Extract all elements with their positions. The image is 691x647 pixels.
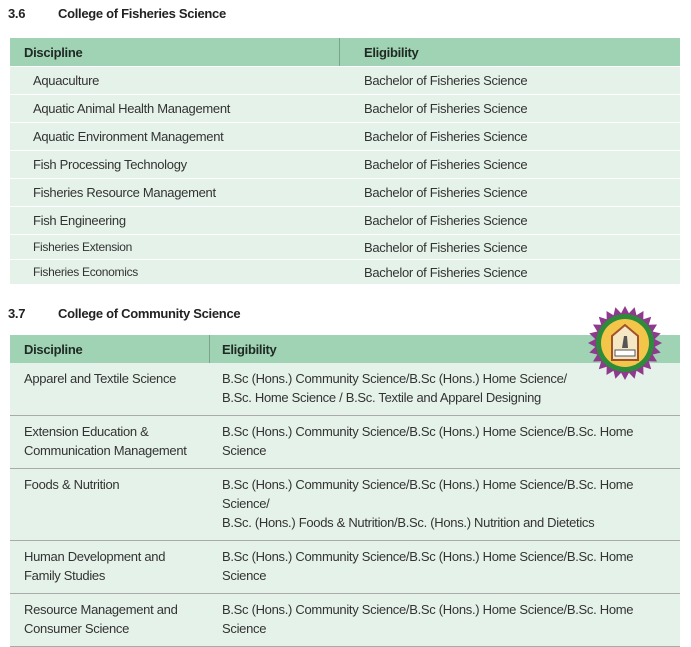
eligibility-cell: Bachelor of Fisheries Science [364,185,528,200]
cell-line: Apparel and Textile Science [24,371,177,386]
section-heading-fisheries: 3.6 College of Fisheries Science [8,6,226,21]
discipline-cell: Fisheries Economics [33,265,139,279]
table-row: Aquaculture Bachelor of Fisheries Science [10,66,680,94]
table-row: Aquatic Animal Health Management Bachelor… [10,94,680,122]
discipline-cell: Fish Engineering [33,213,126,228]
cell-line: B.Sc (Hons.) Community Science/B.Sc (Hon… [222,602,634,636]
table-row: Fish Processing Technology Bachelor of Fi… [10,150,680,178]
table-row: Fisheries Economics Bachelor of Fisheries… [10,259,680,284]
cell-line: Family Studies [24,568,106,583]
eligibility-cell: Bachelor of Fisheries Science [364,157,528,172]
discipline-cell: Fisheries Resource Management [33,185,216,200]
discipline-cell: Fisheries Extension [33,240,133,254]
fisheries-table: Discipline Eligibility Aquaculture Bachelo… [10,38,680,284]
cell-line: Consumer Science [24,621,130,636]
university-seal-icon [588,306,662,380]
eligibility-cell: B.Sc (Hons.) Community Science/B.Sc (Hon… [210,369,680,407]
eligibility-cell: Bachelor of Fisheries Science [364,129,528,144]
table-row: Fisheries Resource Management Bachelor of… [10,178,680,206]
table-header: Discipline Eligibility [10,38,680,66]
eligibility-cell: Bachelor of Fisheries Science [364,73,528,88]
eligibility-cell: Bachelor of Fisheries Science [364,239,528,255]
table-row: Extension Education & Communication Manag… [10,416,680,469]
cell-line: Human Development and [24,549,166,564]
discipline-cell: Aquatic Animal Health Management [33,101,231,116]
eligibility-cell: B.Sc (Hons.) Community Science/B.Sc (Hon… [210,547,680,585]
cell-line: Extension Education & [24,424,149,439]
table-row: Aquatic Environment Management Bachelor o… [10,122,680,150]
table-row: Foods & Nutrition B.Sc (Hons.) Community … [10,469,680,541]
eligibility-cell: B.Sc (Hons.) Community Science/B.Sc (Hon… [210,600,680,638]
cell-line: B.Sc (Hons.) Community Science/B.Sc (Hon… [222,371,567,386]
table-row: Human Development and Family Studies B.Sc … [10,541,680,594]
table-row: Fisheries Extension Bachelor of Fisheries… [10,234,680,259]
cell-line: Resource Management and [24,602,178,617]
discipline-cell: Fish Processing Technology [33,157,187,172]
eligibility-cell: B.Sc (Hons.) Community Science/B.Sc (Hon… [210,422,680,460]
eligibility-cell: Bachelor of Fisheries Science [364,213,528,228]
cell-line: B.Sc. (Hons.) Foods & Nutrition/B.Sc. (H… [222,515,595,530]
table-row: Resource Management and Consumer Science B… [10,594,680,647]
community-table: Discipline Eligibility Apparel and Textil… [10,335,680,647]
cell-line: B.Sc (Hons.) Community Science/B.Sc (Hon… [222,424,634,458]
cell-line: B.Sc. Home Science / B.Sc. Textile and A… [222,390,541,405]
eligibility-cell: Bachelor of Fisheries Science [364,264,528,280]
discipline-cell: Extension Education & Communication Manag… [10,422,210,460]
table-header: Discipline Eligibility [10,335,680,363]
discipline-cell: Foods & Nutrition [10,475,210,532]
section-heading-community: 3.7 College of Community Science [8,306,241,321]
table-row: Apparel and Textile Science B.Sc (Hons.) … [10,363,680,416]
cell-line: Foods & Nutrition [24,477,120,492]
eligibility-cell: Bachelor of Fisheries Science [364,101,528,116]
cell-line: Communication Management [24,443,187,458]
eligibility-cell: B.Sc (Hons.) Community Science/B.Sc (Hon… [210,475,680,532]
discipline-cell: Apparel and Textile Science [10,369,210,407]
discipline-cell: Resource Management and Consumer Science [10,600,210,638]
table-row: Fish Engineering Bachelor of Fisheries Sc… [10,206,680,234]
discipline-cell: Aquatic Environment Management [33,129,224,144]
discipline-cell: Aquaculture [33,73,100,88]
cell-line: B.Sc (Hons.) Community Science/B.Sc (Hon… [222,549,634,583]
discipline-cell: Human Development and Family Studies [10,547,210,585]
cell-line: B.Sc (Hons.) Community Science/B.Sc (Hon… [222,477,634,511]
